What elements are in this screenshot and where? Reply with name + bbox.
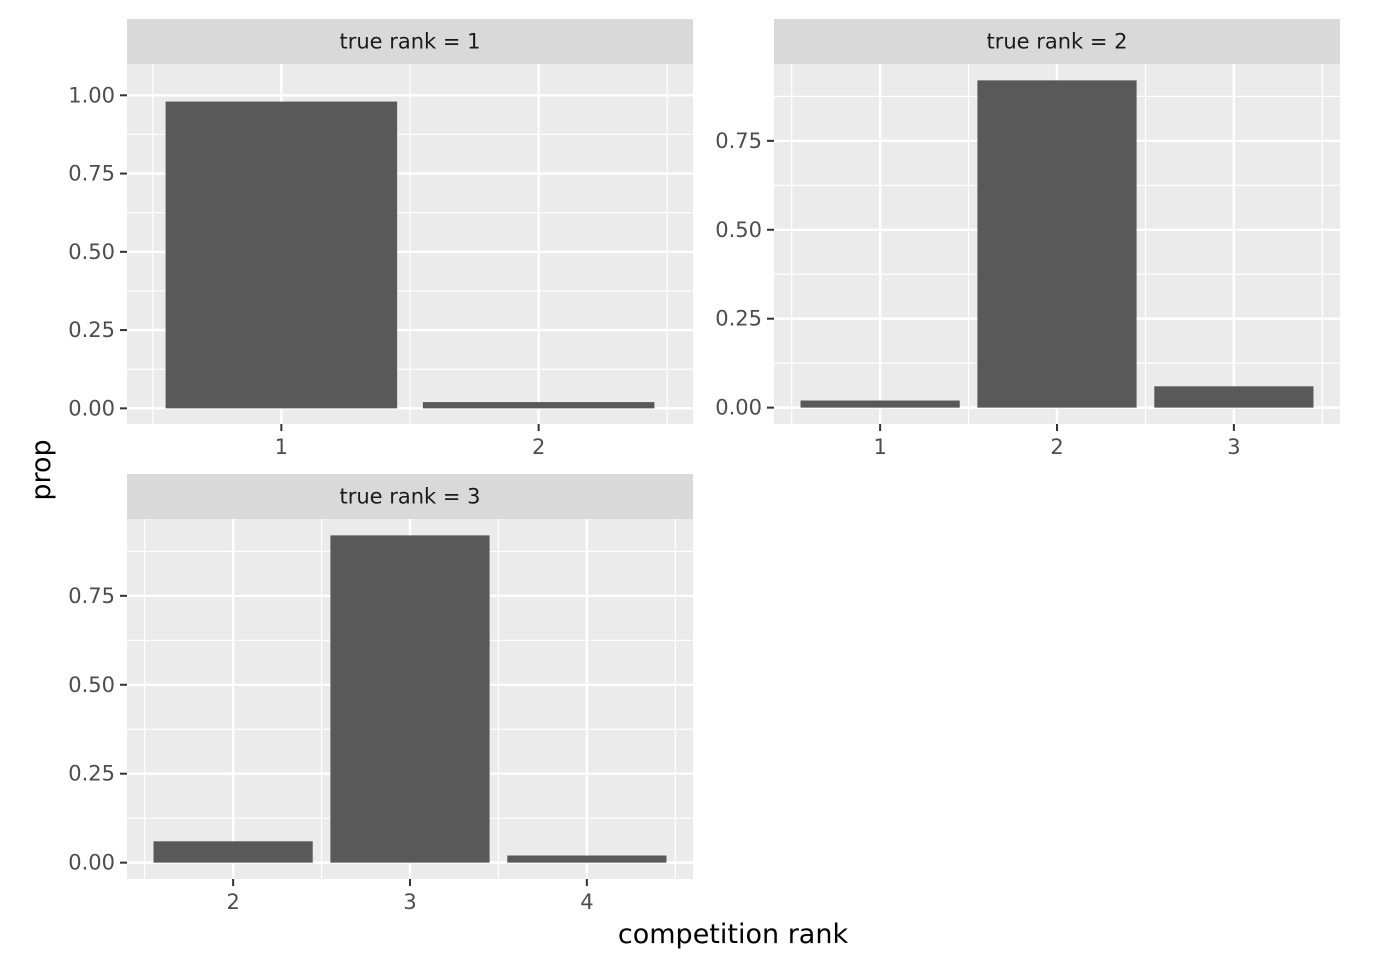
bar-2 xyxy=(153,841,313,863)
x-tick-label: 4 xyxy=(580,890,593,914)
facet-strip-label: true rank = 2 xyxy=(986,30,1127,54)
y-tick-label: 1.00 xyxy=(68,83,115,107)
y-tick-label: 0.25 xyxy=(715,307,762,331)
x-tick-label: 1 xyxy=(873,435,886,459)
facet-strip xyxy=(127,474,693,519)
bar-2 xyxy=(422,402,655,409)
x-axis-title: competition rank xyxy=(618,919,849,950)
x-tick-label: 1 xyxy=(275,435,288,459)
facet-panel-3: true rank = 3 0.00 0.25 0.50 0.75 2 3 4 xyxy=(68,474,693,914)
y-tick-label: 0.25 xyxy=(68,318,115,342)
y-tick-label: 0.00 xyxy=(715,396,762,420)
y-axis-title: prop xyxy=(26,439,57,500)
x-tick-label: 2 xyxy=(532,435,545,459)
x-tick-label: 3 xyxy=(1227,435,1240,459)
bar-1 xyxy=(800,400,960,408)
bar-3 xyxy=(1154,386,1314,408)
x-tick-label: 3 xyxy=(403,890,416,914)
y-tick-label: 0.75 xyxy=(68,162,115,186)
y-tick-label: 0.50 xyxy=(68,673,115,697)
y-tick-label: 0.50 xyxy=(68,240,115,264)
x-tick-label: 2 xyxy=(226,890,239,914)
y-tick-label: 0.50 xyxy=(715,218,762,242)
y-tick-label: 0.25 xyxy=(68,762,115,786)
bar-1 xyxy=(165,101,398,409)
y-tick-label: 0.75 xyxy=(68,584,115,608)
bar-3 xyxy=(330,535,490,863)
y-tick-label: 0.75 xyxy=(715,129,762,153)
x-tick-label: 2 xyxy=(1050,435,1063,459)
facet-strip xyxy=(774,19,1340,64)
facet-strip xyxy=(127,19,693,64)
y-tick-label: 0.00 xyxy=(68,396,115,420)
facet-panel-2: true rank = 2 0.00 0.25 0.50 0.75 1 2 3 xyxy=(715,19,1340,459)
facet-strip-label: true rank = 3 xyxy=(339,485,480,509)
bar-4 xyxy=(507,855,667,863)
facet-panel-1: true rank = 1 0.00 0.25 0.50 0.75 1.00 1 2 xyxy=(68,19,693,459)
bar-2 xyxy=(977,80,1137,408)
facet-strip-label: true rank = 1 xyxy=(339,30,480,54)
y-tick-label: 0.00 xyxy=(68,851,115,875)
panels: true rank = 10.000.250.500.751.001 2true … xyxy=(68,19,1340,914)
